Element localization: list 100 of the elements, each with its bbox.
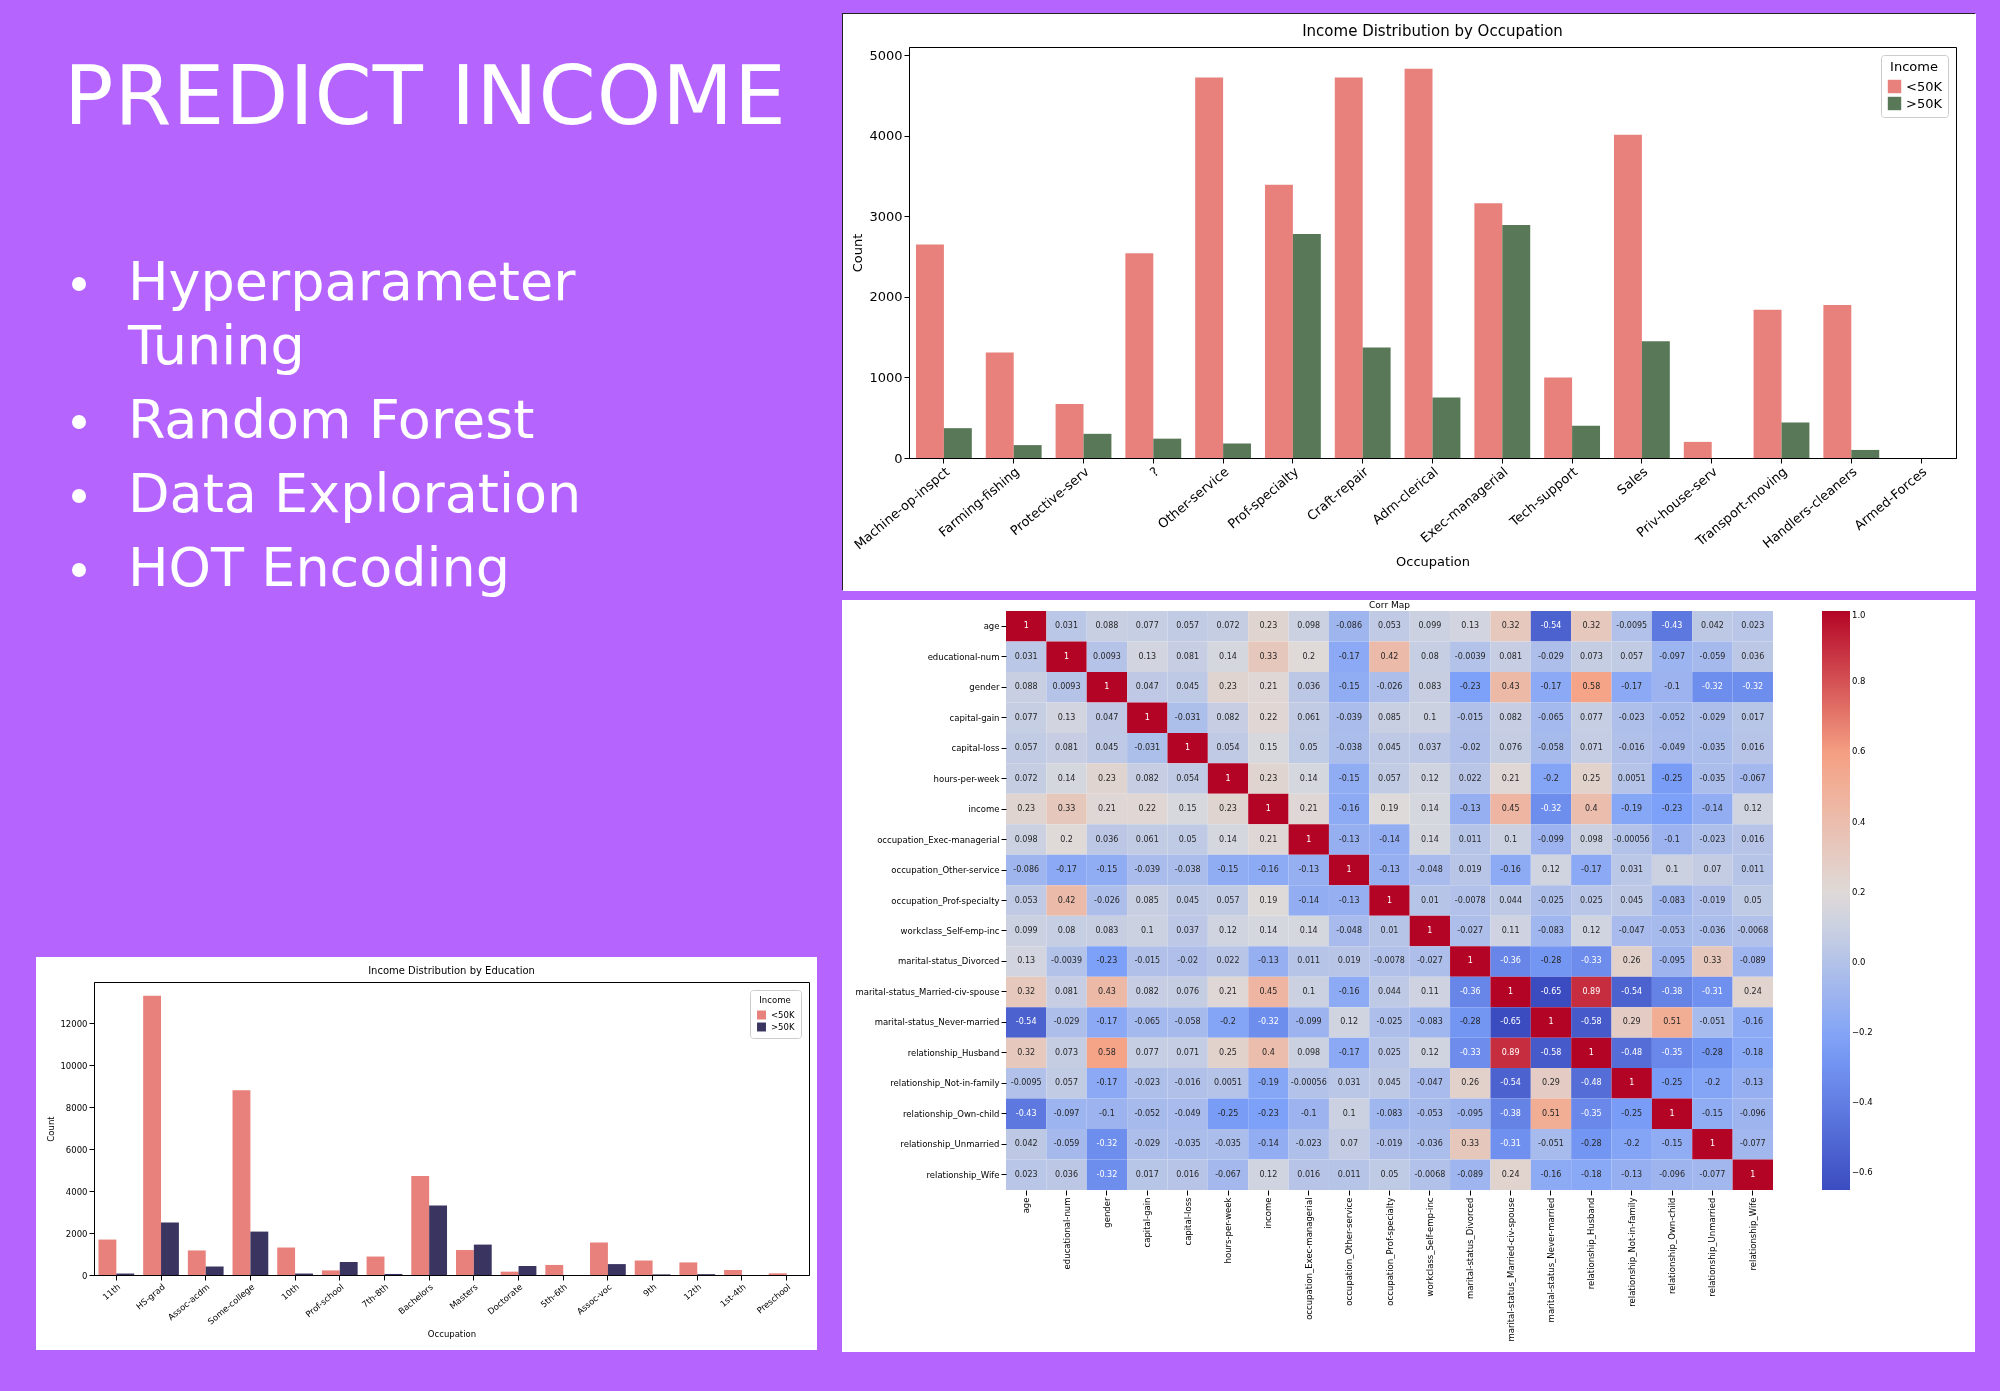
text: Hyperparameter Tuning (128, 250, 576, 377)
data-label: -0.16 (1742, 1017, 1764, 1027)
data-label: -0.65 (1540, 986, 1562, 996)
y-tick-label: relationship_Wife (926, 1169, 1000, 1180)
data-label: -0.16 (1258, 865, 1279, 875)
data-label: -0.19 (1258, 1078, 1279, 1088)
bar (590, 1242, 608, 1275)
color-bar-label: 0.4 (1852, 816, 1866, 827)
data-label: -0.1 (1300, 1108, 1317, 1118)
data-label: -0.015 (1134, 956, 1161, 966)
data-label: 0.21 (1259, 682, 1278, 692)
data-label: -0.0078 (1374, 956, 1405, 966)
data-label: 0.081 (1055, 743, 1079, 753)
color-bar-label: 0.6 (1852, 746, 1866, 757)
data-label: 0.011 (1297, 956, 1321, 966)
bar (1404, 68, 1433, 458)
data-label: 0.19 (1259, 895, 1278, 905)
data-label: -0.077 (1699, 1169, 1726, 1179)
data-label: -0.38 (1661, 986, 1683, 996)
data-label: 0.89 (1501, 1047, 1520, 1057)
data-label: 0.21 (1501, 773, 1520, 783)
data-label: 0.13 (1138, 651, 1157, 661)
data-label: 0.33 (1057, 804, 1076, 814)
data-label: 1 (1508, 986, 1514, 996)
data-label: 0.098 (1297, 1047, 1321, 1057)
data-label: -0.023 (1295, 1139, 1322, 1149)
data-label: 1 (1427, 925, 1433, 935)
data-label: -0.049 (1659, 743, 1685, 753)
legend-title: Income (1890, 59, 1938, 74)
data-label: -0.14 (1379, 834, 1400, 844)
data-label: -0.038 (1336, 743, 1363, 753)
data-label: 0.019 (1337, 956, 1361, 966)
y-tick-label: 4000 (65, 1186, 88, 1197)
data-label: -0.28 (1459, 1017, 1481, 1027)
y-tick-label: 6000 (65, 1144, 88, 1155)
data-label: 0.08 (1420, 651, 1439, 661)
data-label: 0.01 (1380, 925, 1399, 935)
bar (1851, 449, 1880, 458)
y-tick-label: occupation_Other-service (891, 865, 1000, 876)
data-label: -0.048 (1336, 925, 1363, 935)
data-label: -0.035 (1215, 1139, 1241, 1149)
data-label: -0.035 (1174, 1139, 1201, 1149)
y-tick-label: 8000 (65, 1102, 88, 1113)
data-label: -0.026 (1376, 682, 1403, 692)
data-label: -0.047 (1416, 1078, 1443, 1088)
data-label: 0.045 (1620, 895, 1644, 905)
data-label: 0.098 (1297, 621, 1321, 631)
data-label: 0.053 (1378, 621, 1401, 631)
data-label: -0.029 (1134, 1139, 1161, 1149)
data-label: -0.13 (1459, 804, 1481, 814)
data-label: 0.07 (1703, 865, 1722, 875)
x-tick-label: workclass_Self-emp-inc (1424, 1197, 1435, 1297)
bar (1125, 253, 1154, 458)
data-label: 0.0051 (1617, 773, 1646, 783)
x-tick-label: relationship_Not-in-family (1626, 1197, 1637, 1307)
y-tick-label: marital-status_Never-married (874, 1017, 1000, 1028)
data-label: 0.07 (1340, 1139, 1359, 1149)
y-tick-label: 12000 (60, 1018, 88, 1029)
bar (1362, 347, 1391, 458)
data-label: 0.05 (1178, 834, 1197, 844)
bar (1683, 441, 1712, 458)
data-label: -0.023 (1134, 1078, 1161, 1088)
data-label: -0.048 (1416, 865, 1443, 875)
data-label: -0.02 (1459, 743, 1481, 753)
data-label: -0.16 (1338, 804, 1360, 814)
data-label: -0.027 (1416, 956, 1443, 966)
text: Random Forest (128, 388, 535, 451)
data-label: 0.23 (1098, 773, 1116, 783)
data-label: 0.019 (1458, 865, 1482, 875)
y-tick-label: gender (969, 682, 1000, 693)
bar (429, 1205, 448, 1275)
y-tick-label: 0 (82, 1270, 88, 1281)
data-label: -0.025 (1376, 1017, 1403, 1027)
data-label: -0.17 (1621, 682, 1643, 692)
data-label: -0.17 (1338, 651, 1360, 661)
data-label: -0.039 (1134, 865, 1161, 875)
data-label: 0.057 (1176, 621, 1200, 631)
data-label: -0.086 (1013, 865, 1040, 875)
data-label: 0.11 (1420, 986, 1439, 996)
data-label: 0.016 (1741, 834, 1765, 844)
x-axis-title: Occupation (427, 1329, 477, 1340)
data-label: 0.053 (1014, 895, 1038, 905)
data-label: -0.13 (1298, 865, 1320, 875)
data-label: -0.0095 (1010, 1078, 1042, 1088)
data-label: -0.36 (1459, 986, 1481, 996)
color-bar-label: −0.4 (1852, 1097, 1873, 1108)
bar (985, 352, 1014, 458)
data-label: -0.1 (1099, 1108, 1115, 1118)
data-label: 0.23 (1259, 773, 1278, 783)
data-label: 0.031 (1014, 651, 1038, 661)
bar (1572, 425, 1601, 458)
bar (1083, 433, 1112, 458)
data-label: 0.14 (1219, 834, 1237, 844)
data-label: -0.16 (1540, 1169, 1562, 1179)
data-label: 0.023 (1741, 621, 1765, 631)
data-label: 0.33 (1703, 956, 1722, 966)
data-label: -0.067 (1739, 773, 1766, 783)
data-label: -0.036 (1416, 1139, 1443, 1149)
data-label: 0.044 (1499, 895, 1523, 905)
data-label: 0.43 (1098, 986, 1116, 996)
